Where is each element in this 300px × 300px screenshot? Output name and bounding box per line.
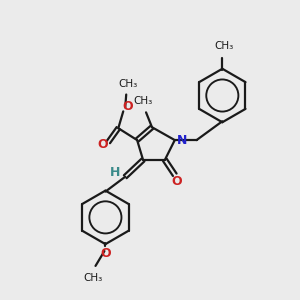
Text: O: O xyxy=(100,247,111,260)
Text: N: N xyxy=(176,134,187,147)
Text: CH₃: CH₃ xyxy=(83,273,102,283)
Text: CH₃: CH₃ xyxy=(215,41,234,51)
Text: CH₃: CH₃ xyxy=(118,79,138,88)
Text: H: H xyxy=(110,166,121,179)
Text: O: O xyxy=(97,138,108,151)
Text: O: O xyxy=(122,100,133,113)
Text: CH₃: CH₃ xyxy=(134,96,153,106)
Text: O: O xyxy=(171,175,182,188)
